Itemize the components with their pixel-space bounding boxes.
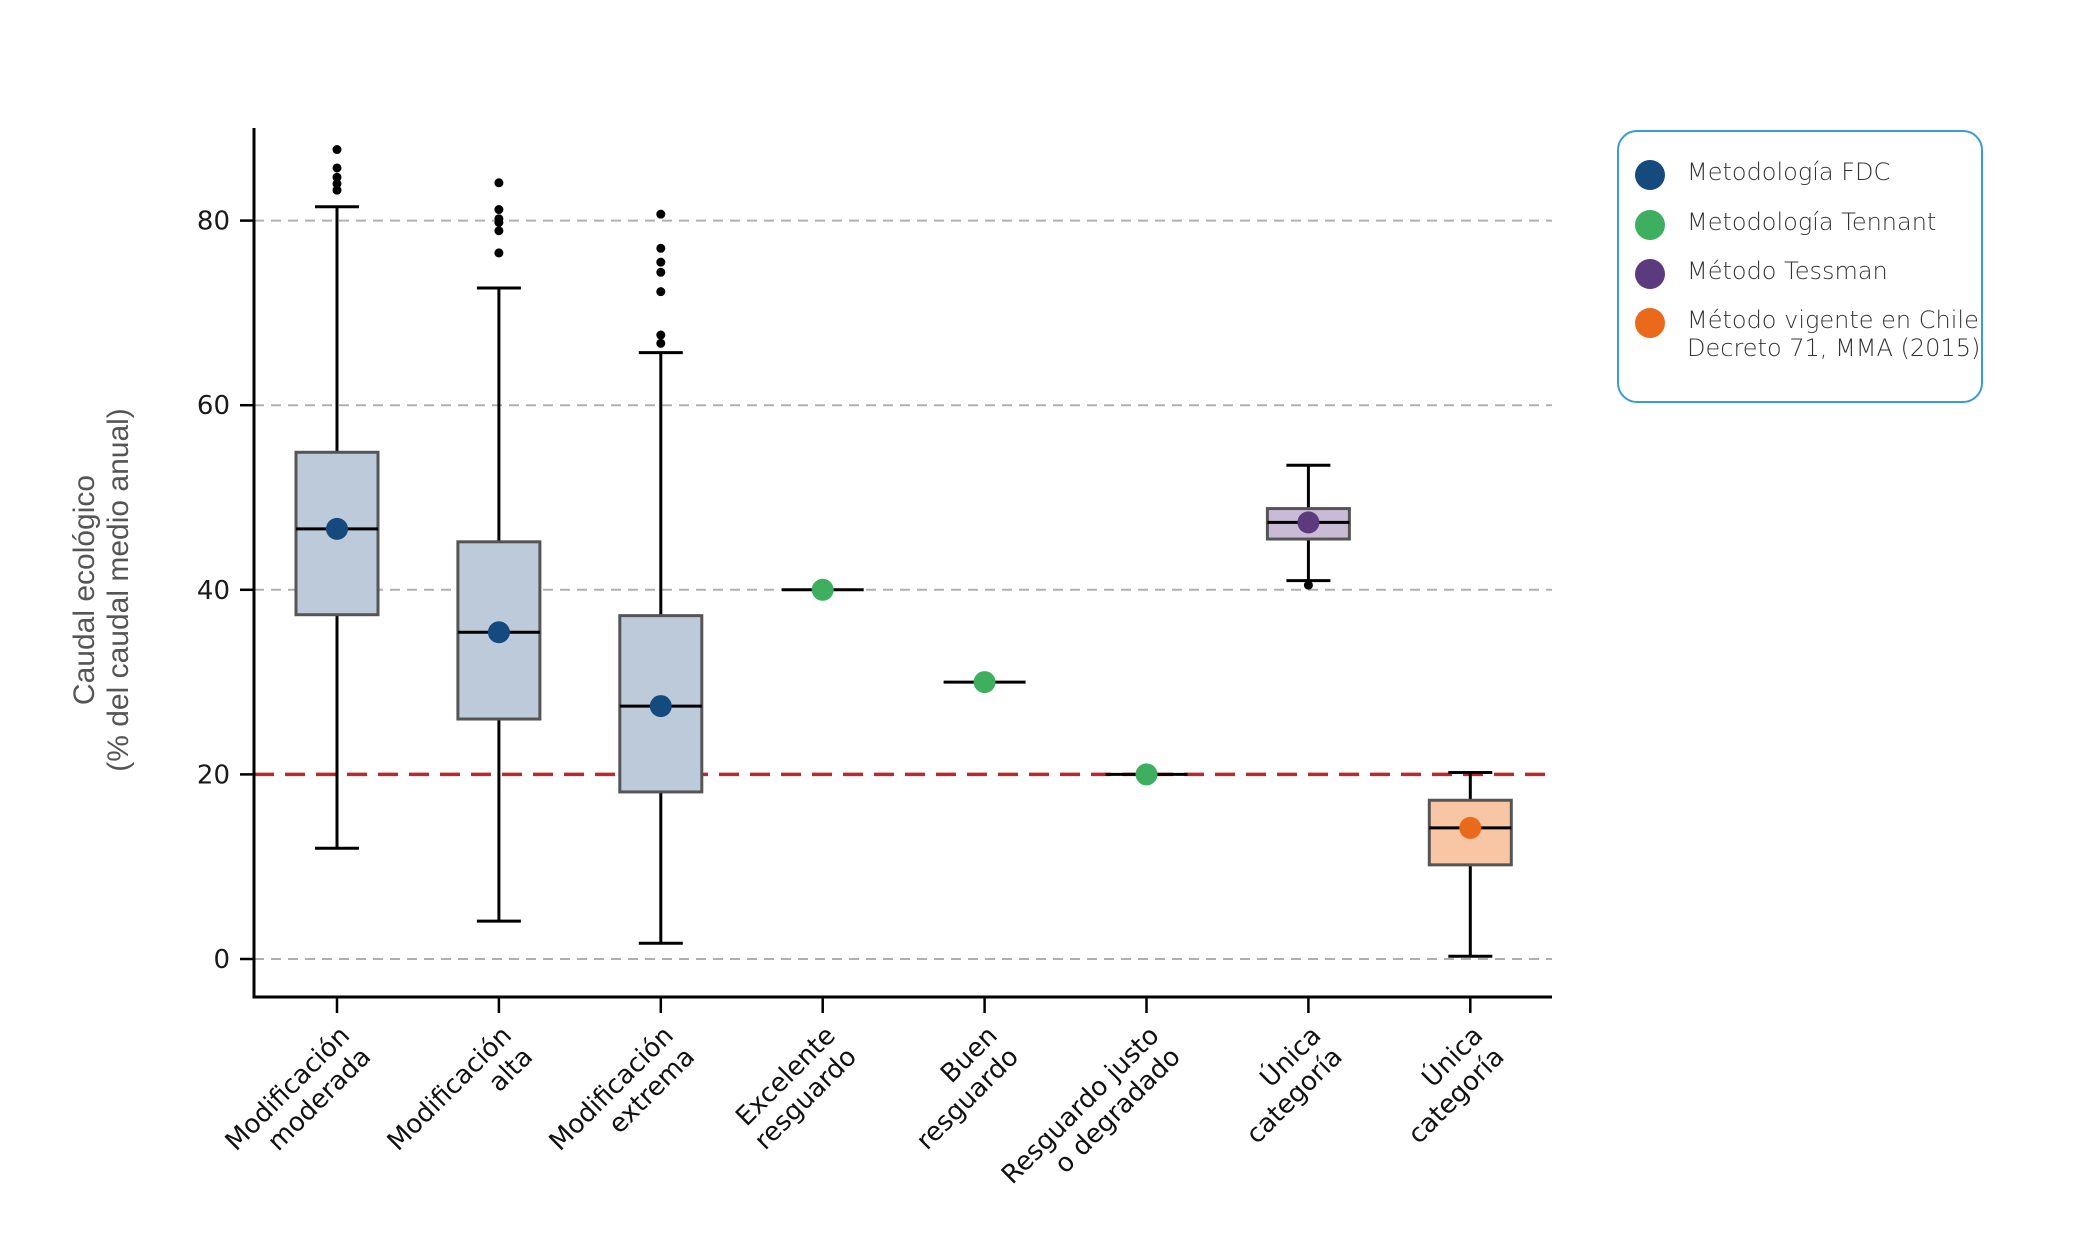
legend: Metodología FDC Metodología Tennant Méto…: [1617, 130, 1983, 403]
y-tick-labels: 0 20 40 60 80: [197, 207, 230, 975]
legend-item-fdc: Metodología FDC: [1635, 158, 1890, 190]
legend-label: Método Tessman: [1687, 257, 1888, 285]
legend-label: Metodología FDC: [1687, 158, 1891, 186]
legend-dot-icon: [1635, 308, 1665, 338]
boxes-layer: [294, 145, 1513, 958]
x-category-label: Únicacategoría: [1218, 1019, 1349, 1150]
y-axis-title-line: Caudal ecológico: [68, 475, 101, 705]
box-group-5: [943, 671, 1026, 694]
legend-dot-icon: [1635, 259, 1665, 289]
outlier-point: [332, 145, 342, 155]
box-group-1: [294, 145, 380, 850]
box-group-3: [618, 209, 704, 945]
method-point: [487, 621, 510, 644]
method-point: [326, 517, 348, 540]
x-category-label: Modificaciónextrema: [544, 1021, 701, 1178]
y-axis-title: Caudal ecológico(% del caudal medio anua…: [68, 408, 135, 772]
x-tick-labels: Modificaciónmoderada Modificaciónalta Modi…: [220, 1019, 1511, 1212]
y-tick-label: 20: [197, 760, 230, 790]
method-point: [811, 578, 834, 601]
outlier-point: [494, 178, 504, 188]
y-tick-label: 60: [197, 391, 230, 421]
axes: [240, 128, 1552, 1013]
outlier-point: [656, 243, 666, 253]
box-group-7: [1265, 463, 1351, 590]
x-category-label: Buenresguardo: [890, 1021, 1025, 1156]
y-tick-label: 40: [197, 576, 230, 606]
legend-dot-icon: [1635, 160, 1665, 190]
outlier-point: [656, 330, 666, 340]
x-category-label: Excelenteresguardo: [728, 1021, 863, 1156]
box-group-4: [781, 578, 864, 601]
outlier-point: [332, 185, 342, 195]
outlier-point: [656, 338, 666, 348]
outlier-point: [494, 205, 504, 215]
gridlines: [254, 219, 1552, 960]
x-category-label: Modificaciónmoderada: [220, 1021, 377, 1178]
method-point: [1135, 763, 1158, 786]
y-tick-label: 0: [213, 945, 230, 975]
outlier-point: [332, 163, 342, 173]
legend-label: Método vigente en Chile Decreto 71, MMA …: [1687, 306, 1981, 362]
outlier-point: [1303, 580, 1313, 590]
outlier-point: [494, 248, 504, 258]
legend-item-tennant: Metodología Tennant: [1635, 208, 1936, 240]
method-point: [1459, 816, 1482, 839]
y-axis-title-line: (% del caudal medio anual): [102, 408, 135, 772]
outlier-point: [494, 226, 504, 236]
legend-item-tessman: Método Tessman: [1635, 257, 1888, 289]
outlier-point: [656, 257, 666, 267]
box-group-8: [1427, 771, 1513, 958]
outlier-point: [656, 209, 666, 219]
outlier-point: [656, 267, 666, 277]
method-point: [1297, 511, 1320, 534]
legend-dot-icon: [1635, 210, 1665, 240]
outlier-point: [656, 287, 666, 297]
method-point: [973, 671, 996, 694]
legend-label: Metodología Tennant: [1687, 208, 1937, 236]
x-category-label: Únicacategoría: [1380, 1019, 1511, 1150]
box-group-6: [1105, 763, 1188, 786]
method-point: [649, 695, 672, 718]
x-category-label: Resguardo justoo degradado: [996, 1021, 1187, 1212]
outlier-point: [332, 179, 342, 189]
outlier-point: [332, 172, 342, 182]
x-category-label: Modificaciónalta: [382, 1021, 539, 1178]
box-group-2: [456, 178, 542, 923]
outlier-point: [494, 214, 504, 224]
legend-item-chile: Método vigente en Chile Decreto 71, MMA …: [1635, 306, 1980, 362]
y-tick-label: 80: [197, 207, 230, 237]
